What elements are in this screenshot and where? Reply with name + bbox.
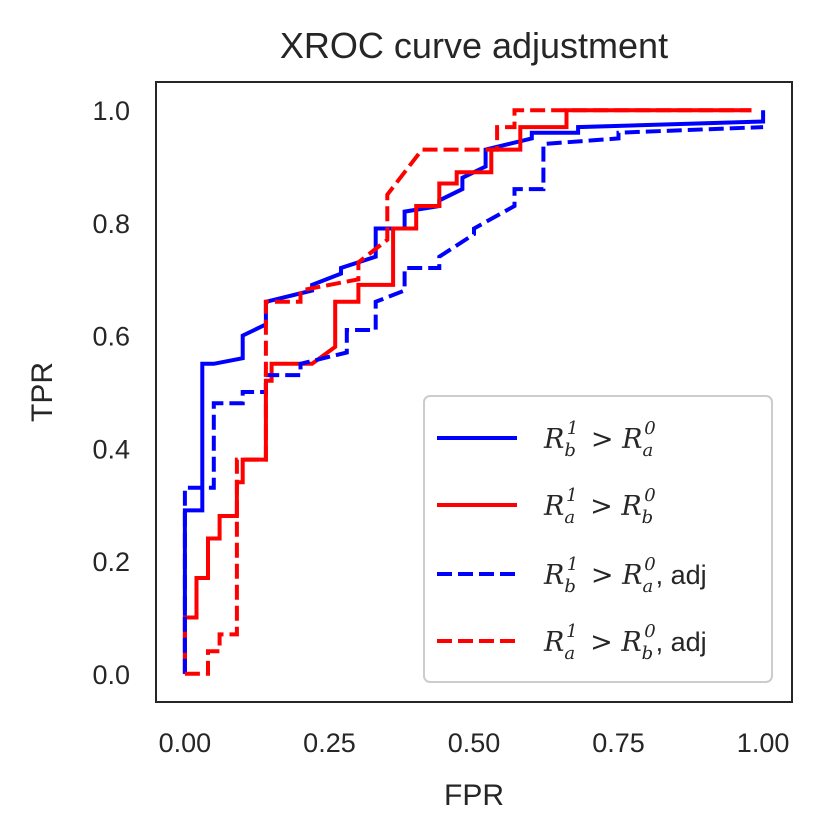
legend-label-b-over-a: Rb1 > Ra0 [543, 418, 656, 461]
x-tick-label: 1.00 [737, 728, 790, 758]
series-line-1 [182, 110, 766, 674]
x-tick-label: 0.00 [159, 728, 212, 758]
x-tick-label: 0.75 [592, 728, 645, 758]
legend: Rb1 > Ra0 Ra1 > Rb0 Rb1 > Ra0, adj Ra1 >… [423, 395, 773, 683]
legend-label-a-over-b: Ra1 > Rb0 [543, 485, 656, 528]
series-line-2 [182, 108, 752, 674]
legend-label-b-over-a-adj: Rb1 > Ra0, adj [543, 554, 707, 597]
y-axis-label: TPR [26, 362, 59, 422]
x-tick-label: 0.25 [303, 728, 356, 758]
x-tick-label: 0.50 [448, 728, 501, 758]
y-tick-label: 0.8 [92, 209, 130, 239]
legend-box [423, 395, 773, 683]
y-tick-label: 0.4 [92, 434, 130, 464]
legend-label-a-over-b-adj: Ra1 > Rb0, adj [543, 621, 707, 664]
y-tick-label: 0.6 [92, 322, 130, 352]
y-tick-label: 0.2 [92, 547, 130, 577]
x-tick-labels: 0.00 0.25 0.50 0.75 1.00 [159, 728, 790, 758]
plot-frame [155, 81, 793, 703]
series-line-3 [182, 125, 764, 674]
series-layer [182, 108, 766, 676]
y-tick-labels: 0.0 0.2 0.4 0.6 0.8 1.0 [92, 96, 130, 690]
series-line-4 [184, 108, 752, 676]
y-tick-label: 0.0 [92, 660, 130, 690]
chart-title: XROC curve adjustment [280, 25, 668, 66]
x-axis-label: FPR [444, 779, 504, 812]
y-tick-label: 1.0 [92, 96, 130, 126]
